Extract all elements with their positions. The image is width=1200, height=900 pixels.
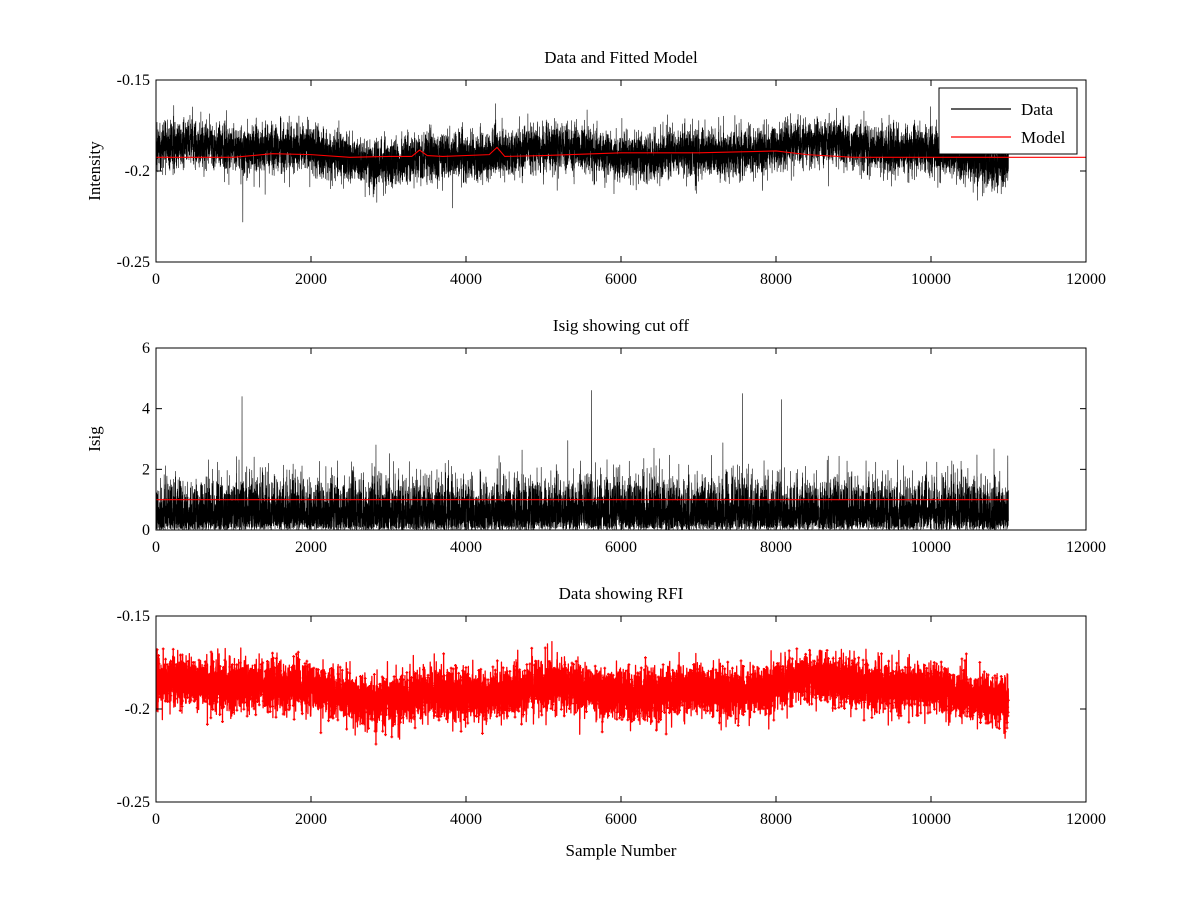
x-tick-label: 10000 bbox=[911, 539, 951, 556]
legend-label-model: Model bbox=[1021, 128, 1066, 147]
series-isig-line bbox=[156, 390, 1009, 530]
x-tick-label: 2000 bbox=[295, 271, 327, 288]
y-tick-label: -0.2 bbox=[125, 701, 150, 718]
series-rfi-markers bbox=[156, 646, 1010, 746]
x-tick-label: 12000 bbox=[1066, 811, 1106, 828]
x-tick-label: 10000 bbox=[911, 271, 951, 288]
series-data-line bbox=[156, 103, 1009, 223]
x-axis-label: Sample Number bbox=[566, 841, 677, 860]
y-tick-label: -0.25 bbox=[117, 794, 150, 811]
data-and-fitted-model-panel: 0 2000 4000 6000 8000 10000 12000 -0.15 -0.2 -0.2… bbox=[85, 48, 1106, 288]
plot-area bbox=[156, 390, 1009, 530]
x-tick-label: 4000 bbox=[450, 539, 482, 556]
x-tick-label: 4000 bbox=[450, 811, 482, 828]
y-tick-label: 6 bbox=[142, 340, 150, 357]
x-tick-label: 2000 bbox=[295, 539, 327, 556]
y-tick-label: 0 bbox=[142, 522, 150, 539]
chart-title: Data and Fitted Model bbox=[544, 48, 698, 67]
y-tick-label: -0.15 bbox=[117, 608, 150, 625]
x-tick-label: 6000 bbox=[605, 539, 637, 556]
series-model-line bbox=[156, 146, 1086, 158]
y-tick-label: -0.15 bbox=[117, 72, 150, 89]
chart-title: Data showing RFI bbox=[559, 584, 684, 603]
x-tick-label: 12000 bbox=[1066, 271, 1106, 288]
y-tick-label: -0.2 bbox=[125, 163, 150, 180]
x-tick-label: 8000 bbox=[760, 811, 792, 828]
y-tick-label: -0.25 bbox=[117, 254, 150, 271]
legend-label-data: Data bbox=[1021, 100, 1054, 119]
x-tick-label: 2000 bbox=[295, 811, 327, 828]
x-tick-label: 6000 bbox=[605, 811, 637, 828]
x-tick-label: 8000 bbox=[760, 539, 792, 556]
plot-area bbox=[156, 640, 1010, 746]
x-tick-label: 6000 bbox=[605, 271, 637, 288]
x-tick-label: 0 bbox=[152, 271, 160, 288]
x-tick-label: 0 bbox=[152, 539, 160, 556]
x-tick-label: 12000 bbox=[1066, 539, 1106, 556]
isig-showing-cut-off-panel: 0 2000 4000 6000 8000 10000 12000 0 2 4 6 Isig show… bbox=[85, 316, 1106, 556]
x-tick-label: 0 bbox=[152, 811, 160, 828]
y-axis-label: Intensity bbox=[85, 141, 104, 201]
legend-box bbox=[938, 87, 1078, 155]
y-tick-label: 4 bbox=[142, 401, 150, 418]
y-axis-label: Isig bbox=[85, 426, 104, 452]
legend: Data Model bbox=[938, 87, 1078, 155]
x-tick-label: 8000 bbox=[760, 271, 792, 288]
chart-title: Isig showing cut off bbox=[553, 316, 689, 335]
x-tick-label: 10000 bbox=[911, 811, 951, 828]
plot-area bbox=[156, 103, 1086, 223]
data-showing-rfi-panel: 0 2000 4000 6000 8000 10000 12000 -0.15 -0.2 -0.2… bbox=[117, 584, 1106, 860]
x-tick-label: 4000 bbox=[450, 271, 482, 288]
y-tick-label: 2 bbox=[142, 461, 150, 478]
